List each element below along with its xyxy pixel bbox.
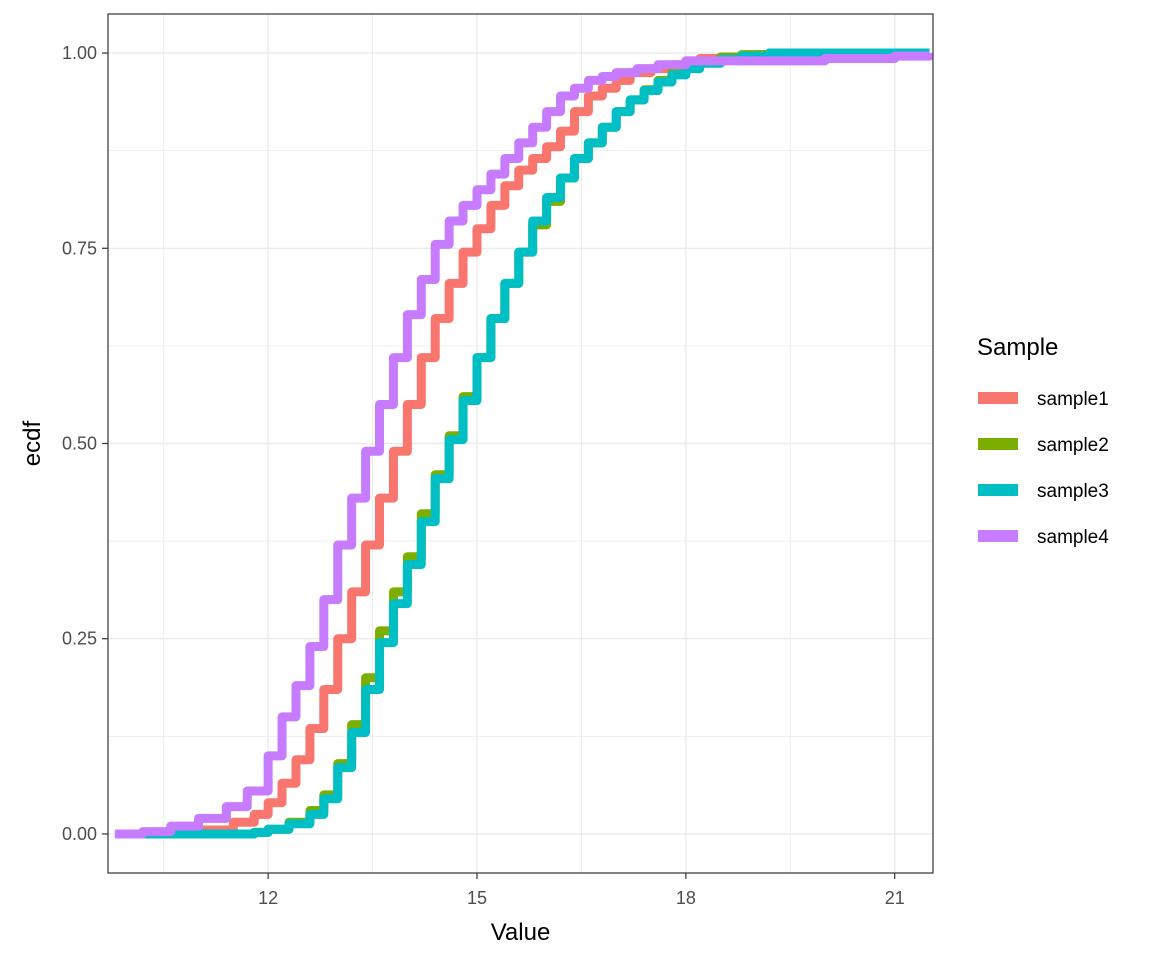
series-line-sample4 [114, 51, 933, 839]
x-axis-title: Value [491, 919, 551, 946]
y-tick-label: 0.50 [62, 434, 97, 454]
legend-title: Sample [977, 334, 1058, 361]
y-tick-label: 1.00 [62, 43, 97, 63]
y-tick-label: 0.25 [62, 629, 97, 649]
x-tick-label: 15 [467, 888, 487, 908]
legend-key-sample3 [978, 484, 1018, 496]
legend-label-sample2: sample2 [1037, 435, 1109, 456]
x-axis-ticks: 12 15 18 21 [258, 873, 905, 908]
y-axis-title: ecdf [19, 420, 46, 466]
x-tick-label: 18 [676, 888, 696, 908]
legend: Sample sample1 sample2 sample3 sample4 [977, 334, 1109, 548]
legend-key-sample1 [978, 392, 1018, 404]
legend-label-sample4: sample4 [1037, 527, 1109, 548]
y-tick-label: 0.00 [62, 824, 97, 844]
x-tick-label: 12 [258, 888, 278, 908]
legend-label-sample1: sample1 [1037, 389, 1109, 410]
series-lines [114, 48, 933, 839]
legend-label-sample3: sample3 [1037, 481, 1109, 502]
series-line-sample3 [114, 48, 930, 839]
y-tick-label: 0.75 [62, 238, 97, 258]
y-axis-ticks: 0.00 0.25 0.50 0.75 1.00 [62, 43, 108, 844]
x-tick-label: 21 [885, 888, 905, 908]
legend-key-sample4 [978, 530, 1018, 542]
legend-key-sample2 [978, 438, 1018, 450]
